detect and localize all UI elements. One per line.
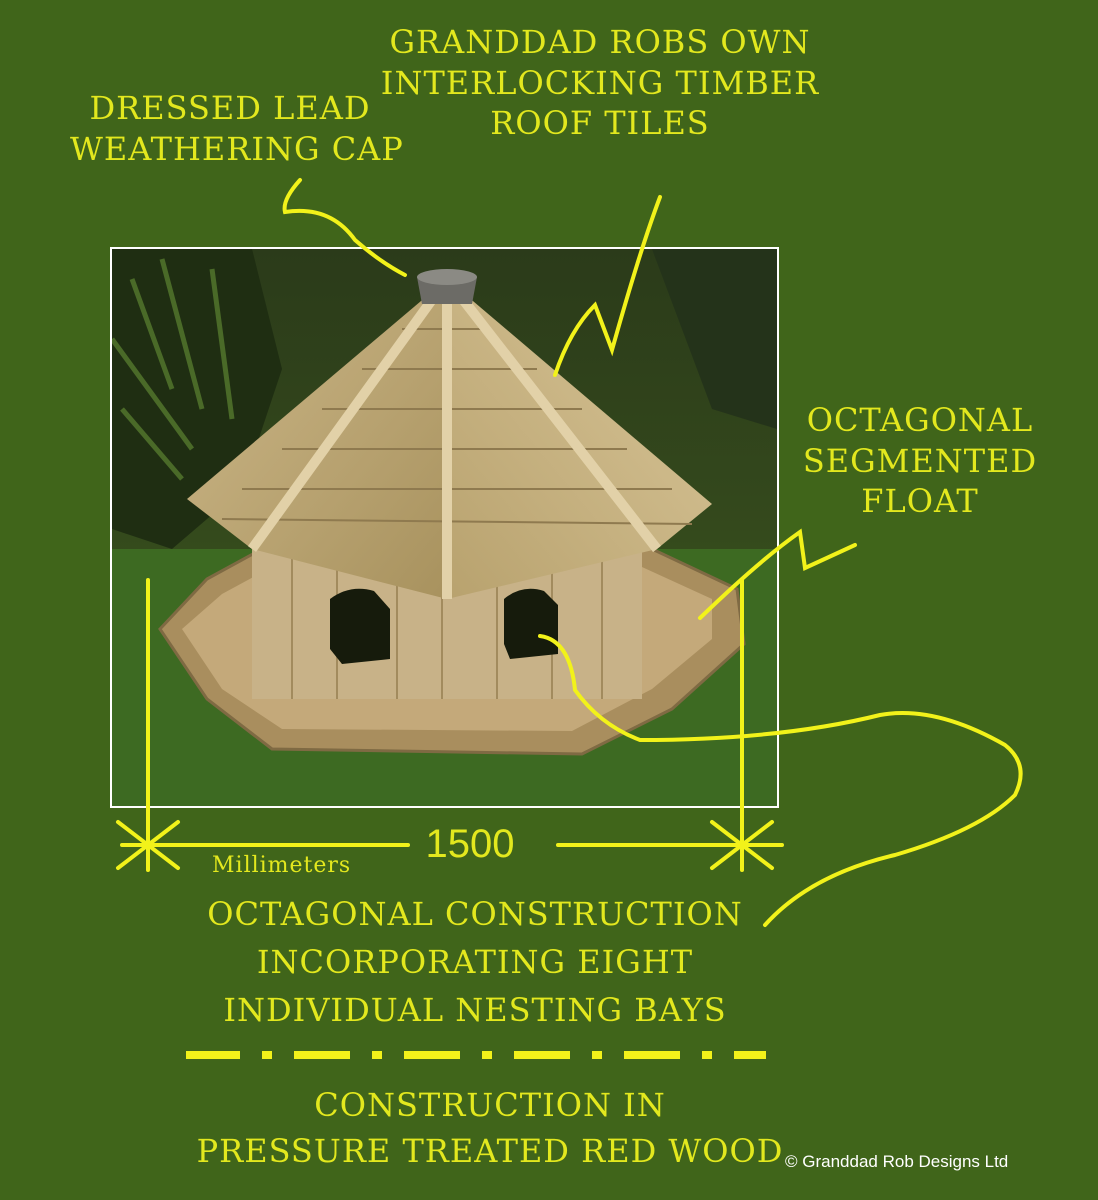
roof-tiles-leader [553, 195, 662, 377]
duck-house-photo [110, 247, 779, 808]
copyright-notice: © Granddad Rob Designs Ltd [785, 1152, 1009, 1171]
annotation-line: WEATHERING CAP [70, 129, 404, 168]
material-annotation: CONSTRUCTION IN PRESSURE TREATED RED WOO… [160, 1082, 820, 1174]
annotation-line: INDIVIDUAL NESTING BAYS [223, 991, 727, 1029]
float-annotation: OCTAGONAL SEGMENTED FLOAT [800, 400, 1040, 522]
annotation-line: INTERLOCKING TIMBER [380, 63, 820, 102]
annotation-line: OCTAGONAL CONSTRUCTION [207, 895, 743, 933]
annotation-line: PRESSURE TREATED RED WOOD [196, 1132, 784, 1171]
dimension-right-tick [710, 820, 784, 870]
annotation-line: SEGMENTED [802, 441, 1038, 480]
annotation-line: OCTAGONAL [806, 401, 1034, 439]
annotation-line: FLOAT [861, 482, 979, 521]
annotation-line: DRESSED LEAD [89, 89, 371, 127]
annotation-line: INCORPORATING EIGHT [256, 943, 694, 981]
annotation-line: CONSTRUCTION IN [314, 1086, 666, 1124]
lead-cap-leader [282, 178, 407, 277]
dimension-left-tick [116, 820, 180, 870]
construction-leader [538, 634, 1023, 927]
dimension-unit: Millimeters [212, 853, 352, 878]
annotation-line: GRANDDAD ROBS OWN [389, 23, 811, 61]
construction-annotation: OCTAGONAL CONSTRUCTION INCORPORATING EIG… [170, 890, 780, 1034]
roof-tiles-annotation: GRANDDAD ROBS OWN INTERLOCKING TIMBER RO… [380, 22, 820, 144]
float-leader [698, 528, 857, 620]
dimension-value: 1500 [425, 822, 515, 866]
lead-cap-annotation: DRESSED LEAD WEATHERING CAP [70, 88, 404, 169]
annotation-line: ROOF TILES [490, 104, 710, 143]
